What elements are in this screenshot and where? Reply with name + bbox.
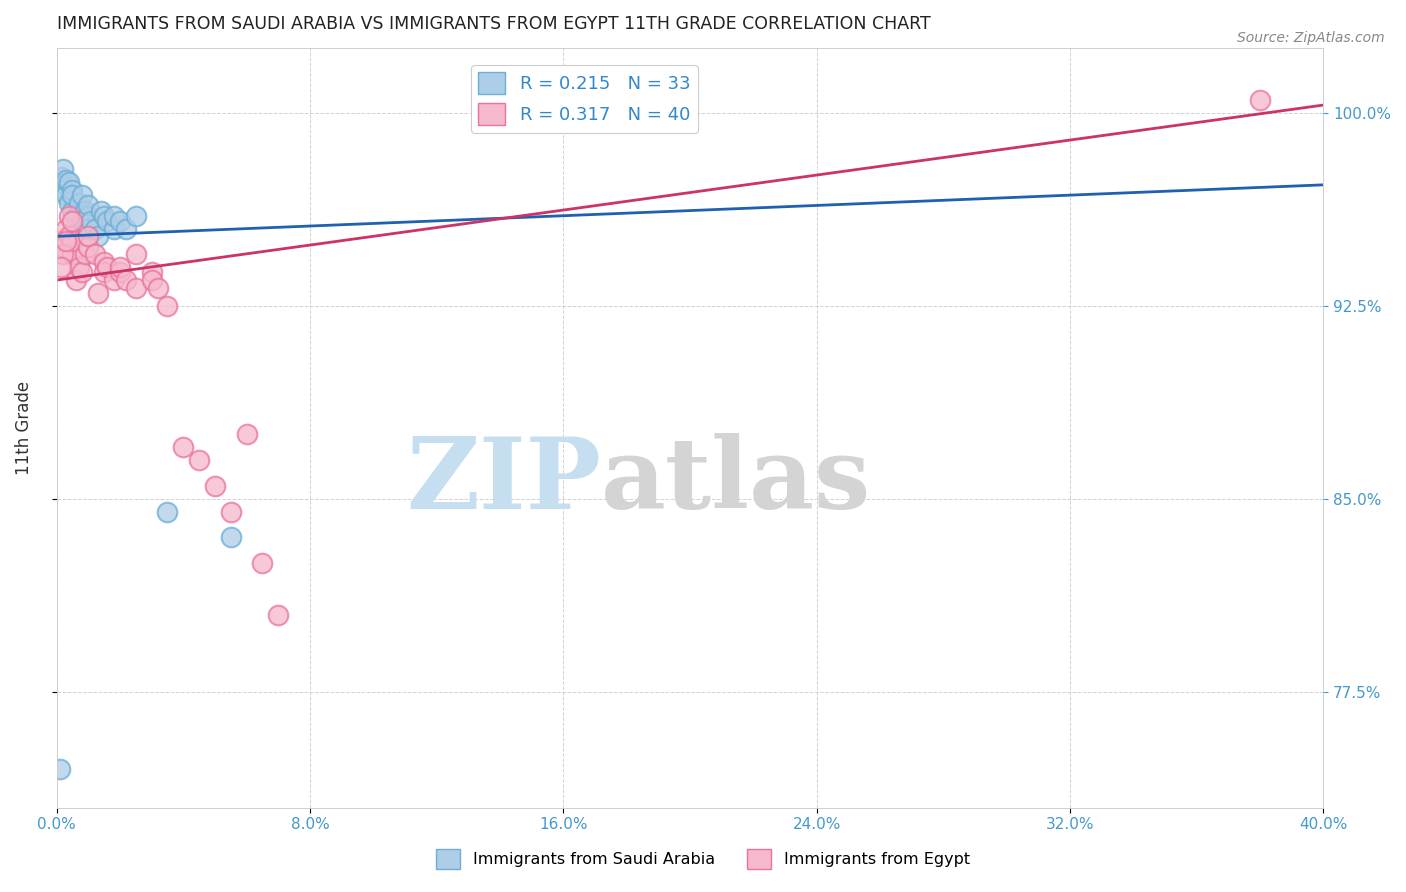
Point: [235, 427, 257, 442]
Point: [62, 235, 84, 249]
Point: [146, 281, 169, 295]
Point: [108, 265, 131, 279]
Point: [77, 239, 100, 253]
Point: [55, 188, 77, 202]
Point: [115, 273, 138, 287]
Point: [55, 172, 77, 186]
Y-axis label: 11th Grade: 11th Grade: [15, 381, 32, 475]
Point: [62, 203, 84, 218]
Point: [156, 299, 179, 313]
Point: [52, 178, 75, 192]
Point: [156, 505, 179, 519]
Text: atlas: atlas: [602, 433, 872, 530]
Point: [172, 441, 194, 455]
Point: [80, 214, 103, 228]
Point: [62, 214, 84, 228]
Point: [51, 260, 73, 275]
Point: [62, 183, 84, 197]
Point: [90, 203, 112, 218]
Point: [62, 247, 84, 261]
Point: [103, 273, 125, 287]
Text: IMMIGRANTS FROM SAUDI ARABIA VS IMMIGRANTS FROM EGYPT 11TH GRADE CORRELATION CHA: IMMIGRANTS FROM SAUDI ARABIA VS IMMIGRAN…: [56, 15, 931, 33]
Point: [93, 255, 115, 269]
Point: [252, 556, 274, 570]
Point: [125, 247, 148, 261]
Point: [53, 183, 76, 197]
Point: [65, 273, 87, 287]
Point: [52, 239, 75, 253]
Point: [141, 265, 163, 279]
Point: [75, 203, 97, 218]
Point: [55, 221, 77, 235]
Point: [62, 188, 84, 202]
Point: [77, 198, 100, 212]
Point: [67, 195, 90, 210]
Point: [58, 195, 80, 210]
Point: [58, 209, 80, 223]
Legend: R = 0.215   N = 33, R = 0.317   N = 40: R = 0.215 N = 33, R = 0.317 N = 40: [471, 65, 697, 133]
Point: [77, 229, 100, 244]
Point: [51, 170, 73, 185]
Point: [77, 221, 100, 235]
Point: [219, 531, 242, 545]
Point: [49, 762, 72, 776]
Point: [70, 214, 93, 228]
Point: [267, 607, 290, 622]
Point: [204, 479, 226, 493]
Point: [52, 162, 75, 177]
Point: [58, 229, 80, 244]
Point: [141, 273, 163, 287]
Legend: Immigrants from Saudi Arabia, Immigrants from Egypt: Immigrants from Saudi Arabia, Immigrants…: [430, 843, 976, 875]
Point: [77, 209, 100, 223]
Point: [93, 265, 115, 279]
Point: [67, 260, 90, 275]
Text: ZIP: ZIP: [406, 433, 602, 530]
Point: [103, 209, 125, 223]
Point: [1249, 93, 1271, 107]
Text: Source: ZipAtlas.com: Source: ZipAtlas.com: [1237, 31, 1385, 45]
Point: [96, 214, 118, 228]
Point: [55, 235, 77, 249]
Point: [52, 247, 75, 261]
Point: [115, 221, 138, 235]
Point: [49, 235, 72, 249]
Point: [58, 175, 80, 189]
Point: [125, 209, 148, 223]
Point: [65, 209, 87, 223]
Point: [70, 188, 93, 202]
Point: [188, 453, 211, 467]
Point: [83, 247, 105, 261]
Point: [108, 260, 131, 275]
Point: [103, 221, 125, 235]
Point: [219, 505, 242, 519]
Point: [96, 260, 118, 275]
Point: [70, 265, 93, 279]
Point: [75, 247, 97, 261]
Point: [93, 209, 115, 223]
Point: [108, 214, 131, 228]
Point: [87, 285, 110, 300]
Point: [125, 281, 148, 295]
Point: [87, 229, 110, 244]
Point: [83, 221, 105, 235]
